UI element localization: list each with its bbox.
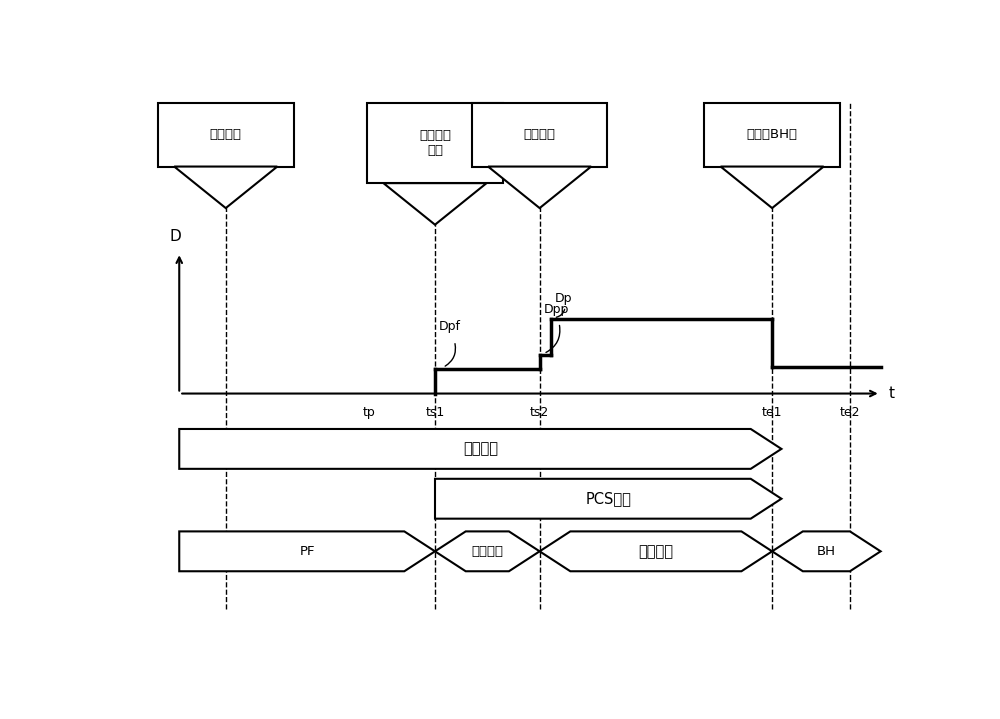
Text: 制动开始: 制动开始 bbox=[524, 128, 556, 141]
Polygon shape bbox=[179, 429, 781, 469]
Polygon shape bbox=[488, 167, 591, 208]
Polygon shape bbox=[435, 531, 540, 572]
Polygon shape bbox=[721, 167, 824, 208]
Polygon shape bbox=[367, 103, 503, 183]
Text: Dpf: Dpf bbox=[439, 320, 461, 333]
Polygon shape bbox=[472, 103, 607, 167]
Text: t: t bbox=[888, 386, 894, 401]
Text: ts2: ts2 bbox=[530, 406, 549, 418]
Text: 警报开始: 警报开始 bbox=[210, 128, 242, 141]
Polygon shape bbox=[179, 531, 435, 572]
Polygon shape bbox=[540, 531, 772, 572]
Polygon shape bbox=[174, 167, 277, 208]
Text: PCS工作: PCS工作 bbox=[585, 491, 631, 506]
Polygon shape bbox=[435, 479, 781, 518]
Text: te2: te2 bbox=[839, 406, 860, 418]
Polygon shape bbox=[772, 531, 881, 572]
Text: ts1: ts1 bbox=[425, 406, 445, 418]
Text: Dpp: Dpp bbox=[544, 303, 569, 316]
Text: 停车（BH）: 停车（BH） bbox=[747, 128, 798, 141]
Text: BH: BH bbox=[817, 545, 836, 558]
Text: te1: te1 bbox=[762, 406, 782, 418]
Polygon shape bbox=[383, 183, 487, 225]
Text: D: D bbox=[170, 229, 181, 244]
Text: 警报工作: 警报工作 bbox=[463, 441, 498, 457]
Text: 预备制动: 预备制动 bbox=[471, 545, 503, 558]
Polygon shape bbox=[158, 103, 294, 167]
Text: Dp: Dp bbox=[555, 292, 573, 305]
Text: PF: PF bbox=[299, 545, 315, 558]
Text: 制动控制: 制动控制 bbox=[638, 544, 673, 559]
Polygon shape bbox=[704, 103, 840, 167]
Text: tp: tp bbox=[363, 406, 376, 418]
Text: 预备制动
开始: 预备制动 开始 bbox=[419, 129, 451, 157]
